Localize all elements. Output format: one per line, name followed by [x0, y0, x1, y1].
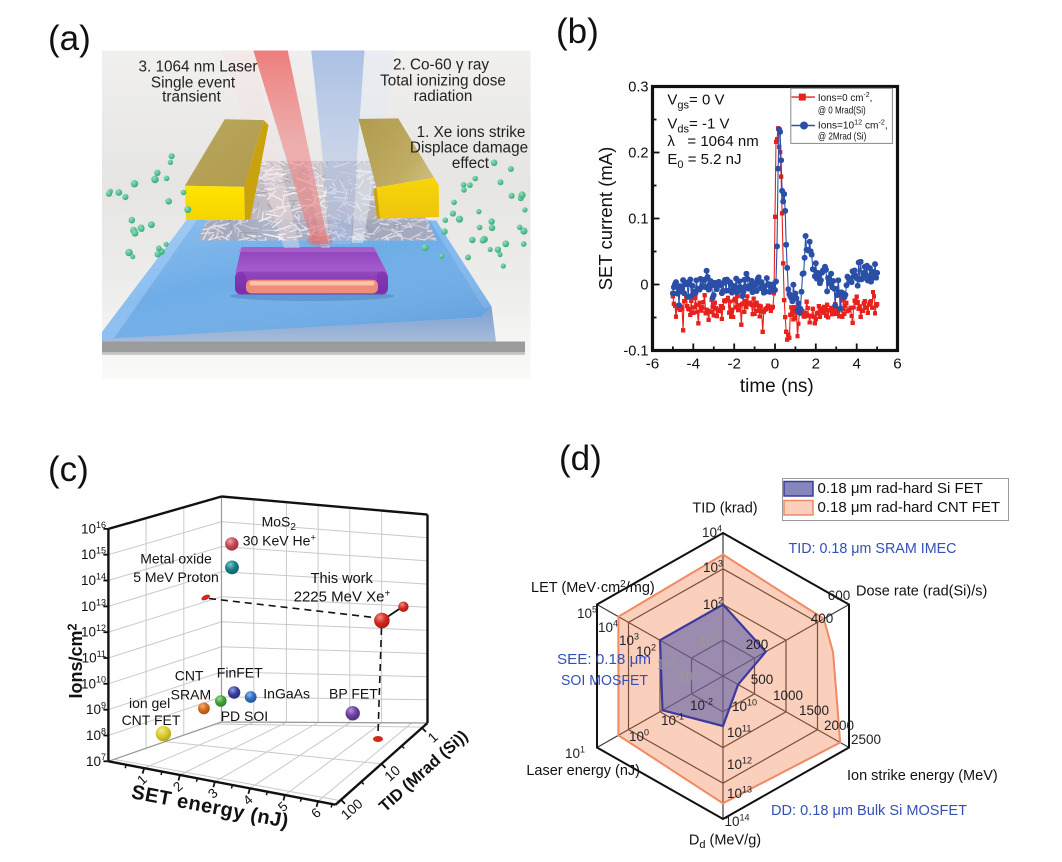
svg-text:(c): (c) [48, 450, 89, 489]
svg-text:MoS2: MoS2 [262, 514, 297, 534]
svg-text:FinFET: FinFET [217, 665, 263, 681]
svg-text:λ = 1064 nm: λ = 1064 nm [667, 133, 758, 150]
svg-text:Ions=1012 cm-2,: Ions=1012 cm-2, [818, 118, 888, 132]
svg-text:3. 1064 nm Laser: 3. 1064 nm Laser [138, 59, 257, 76]
svg-text:6: 6 [893, 355, 901, 372]
svg-text:0: 0 [771, 355, 779, 372]
svg-text:effect: effect [452, 155, 490, 172]
svg-text:-6: -6 [646, 355, 660, 372]
svg-text:CNT: CNT [175, 668, 204, 684]
svg-text:0.18 μm rad-hard CNT FET: 0.18 μm rad-hard CNT FET [818, 499, 1001, 516]
svg-text:2000: 2000 [824, 718, 854, 733]
svg-text:-0.1: -0.1 [623, 344, 648, 360]
svg-text:SEE: 0.18 μm: SEE: 0.18 μm [557, 651, 651, 668]
svg-text:Total ionizing dose: Total ionizing dose [380, 73, 506, 90]
svg-text:radiation: radiation [414, 88, 473, 105]
svg-text:Single event: Single event [151, 75, 236, 92]
svg-text:4: 4 [852, 355, 860, 372]
svg-text:30 KeV He+: 30 KeV He+ [243, 533, 317, 549]
svg-text:InGaAs: InGaAs [263, 685, 310, 701]
svg-text:@ 0 Mrad(Si): @ 0 Mrad(Si) [818, 105, 866, 117]
svg-text:0.3: 0.3 [628, 80, 648, 96]
svg-text:200: 200 [746, 637, 769, 652]
svg-text:Ions/cm2: Ions/cm2 [66, 623, 87, 698]
svg-text:2500: 2500 [851, 732, 881, 747]
svg-text:0.1: 0.1 [628, 212, 648, 228]
svg-text:Metal oxide: Metal oxide [140, 551, 212, 567]
svg-text:CNT FET: CNT FET [122, 712, 181, 728]
svg-text:2. Co-60 γ ray: 2. Co-60 γ ray [393, 57, 489, 74]
svg-text:@ 2Mrad (Si): @ 2Mrad (Si) [818, 131, 866, 143]
svg-text:5 MeV Proton: 5 MeV Proton [133, 569, 219, 585]
svg-text:Laser energy (nJ): Laser energy (nJ) [526, 763, 640, 779]
svg-text:(b): (b) [556, 12, 599, 51]
svg-text:DD: 0.18 μm Bulk Si MOSFET: DD: 0.18 μm Bulk Si MOSFET [771, 802, 967, 819]
svg-text:600: 600 [828, 588, 851, 603]
svg-text:PD SOI: PD SOI [221, 708, 268, 724]
svg-text:Dd (MeV/g): Dd (MeV/g) [689, 833, 761, 852]
svg-text:time (ns): time (ns) [740, 376, 814, 397]
svg-text:(d): (d) [559, 439, 602, 478]
svg-text:2: 2 [812, 355, 820, 372]
svg-text:SOI MOSFET: SOI MOSFET [561, 672, 648, 689]
svg-text:LET (MeV·cm2/mg): LET (MeV·cm2/mg) [531, 579, 655, 596]
svg-text:SET current (mA): SET current (mA) [595, 147, 616, 291]
svg-text:transient: transient [162, 89, 221, 106]
svg-text:-4: -4 [687, 355, 701, 372]
svg-text:0: 0 [640, 278, 648, 294]
svg-text:2225 MeV Xe+: 2225 MeV Xe+ [294, 588, 391, 605]
svg-text:Ions=0 cm-2,: Ions=0 cm-2, [818, 90, 873, 104]
svg-text:400: 400 [811, 611, 834, 626]
svg-text:E0 = 5.2 nJ: E0 = 5.2 nJ [667, 151, 741, 171]
svg-text:0.18 μm rad-hard Si FET: 0.18 μm rad-hard Si FET [818, 480, 983, 497]
svg-text:This work: This work [311, 571, 374, 587]
svg-text:0.2: 0.2 [628, 146, 648, 162]
svg-text:SRAM: SRAM [171, 686, 211, 702]
svg-text:-2: -2 [727, 355, 741, 372]
svg-text:BP FET: BP FET [329, 685, 378, 701]
svg-text:TID: 0.18 μm SRAM IMEC: TID: 0.18 μm SRAM IMEC [789, 540, 957, 557]
svg-text:1500: 1500 [799, 703, 829, 718]
svg-text:ion gel: ion gel [129, 695, 170, 711]
svg-text:TID (krad): TID (krad) [692, 501, 757, 517]
svg-text:Displace damage: Displace damage [410, 140, 528, 157]
svg-text:1. Xe ions strike: 1. Xe ions strike [417, 124, 526, 141]
svg-text:Dose rate (rad(Si)/s): Dose rate (rad(Si)/s) [856, 584, 987, 600]
svg-text:Ion strike energy (MeV): Ion strike energy (MeV) [847, 768, 998, 784]
svg-text:1000: 1000 [773, 688, 803, 703]
svg-text:500: 500 [751, 672, 774, 687]
svg-text:(a): (a) [48, 19, 91, 58]
